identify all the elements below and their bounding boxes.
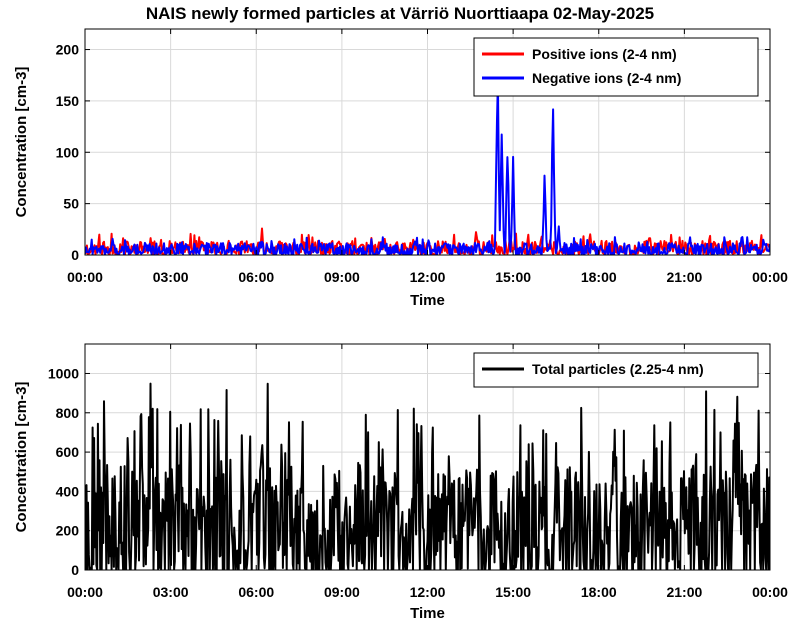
y-tick-label: 600	[56, 444, 80, 460]
legend: Positive ions (2-4 nm) Negative ions (2-4…	[473, 37, 759, 97]
x-axis-label: Time	[410, 292, 445, 309]
x-tick-label: 03:00	[153, 269, 189, 285]
x-tick-label: 06:00	[238, 584, 274, 600]
x-tick-label: 00:00	[752, 269, 788, 285]
x-tick-label: 18:00	[581, 269, 617, 285]
y-tick-label: 200	[56, 523, 80, 539]
x-tick-label: 15:00	[495, 584, 531, 600]
y-axis-label: Concentration [cm-3]	[13, 67, 30, 218]
y-axis-label: Concentration [cm-3]	[13, 382, 30, 533]
bottom-panel: 00:00 03:00 06:00 09:00 12:00 15:00 18:00 21:00…	[13, 343, 788, 622]
legend-label: Total particles (2.25-4 nm)	[532, 361, 704, 377]
x-tick-label: 15:00	[495, 269, 531, 285]
y-tick-label: 0	[71, 562, 79, 578]
series-line-1	[85, 80, 770, 255]
x-tick-label: 00:00	[752, 584, 788, 600]
x-tick-label: 00:00	[67, 269, 103, 285]
legend-label: Positive ions (2-4 nm)	[532, 46, 677, 62]
legend: Total particles (2.25-4 nm)	[473, 352, 759, 388]
x-tick-label: 00:00	[67, 584, 103, 600]
y-tick-label: 800	[56, 405, 80, 421]
y-tick-label: 1000	[48, 365, 79, 381]
legend-box	[473, 37, 759, 97]
x-tick-label: 21:00	[666, 584, 702, 600]
x-tick-label: 12:00	[410, 269, 446, 285]
x-tick-label: 03:00	[153, 584, 189, 600]
y-tick-label: 50	[63, 196, 79, 212]
x-tick-label: 18:00	[581, 584, 617, 600]
x-tick-label: 12:00	[410, 584, 446, 600]
x-tick-label: 09:00	[324, 584, 360, 600]
x-tick-label: 06:00	[238, 269, 274, 285]
chart-title: NAIS newly formed particles at Värriö Nu…	[146, 4, 654, 23]
legend-label: Negative ions (2-4 nm)	[532, 70, 681, 86]
x-tick-label: 21:00	[666, 269, 702, 285]
y-tick-label: 100	[56, 144, 80, 160]
y-tick-label: 150	[56, 93, 80, 109]
x-axis-label: Time	[410, 605, 445, 622]
top-panel: 00:00 03:00 06:00 09:00 12:00 15:00 18:00 21:00…	[13, 28, 788, 309]
y-tick-label: 0	[71, 247, 79, 263]
y-tick-label: 400	[56, 483, 80, 499]
x-tick-label: 09:00	[324, 269, 360, 285]
y-tick-label: 200	[56, 42, 80, 58]
